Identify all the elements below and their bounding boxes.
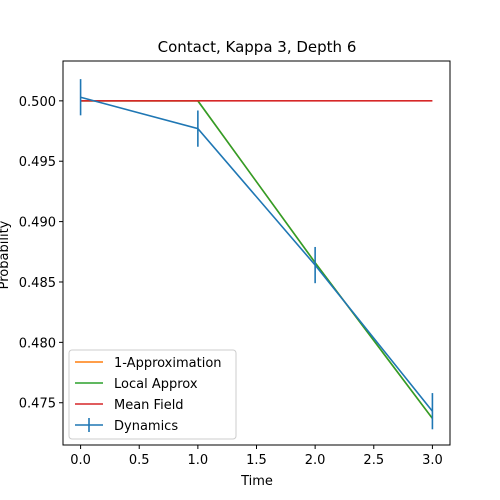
- legend-box: [68, 349, 237, 440]
- y-tick-label: 0.500: [19, 95, 56, 110]
- legend-entry: Mean Field: [114, 398, 184, 413]
- y-axis-label: Probability: [0, 220, 12, 289]
- x-tick-label: 2.0: [305, 453, 326, 468]
- y-axis: 0.475 0.480 0.485 0.490 0.495 0.500: [19, 95, 63, 412]
- legend: 1-Approximation Local Approx Mean Field Dyn…: [68, 349, 237, 440]
- x-tick-label: 0.5: [129, 453, 150, 468]
- chart-title: Contact, Kappa 3, Depth 6: [158, 38, 357, 56]
- x-axis-label: Time: [240, 474, 273, 489]
- legend-entry: Dynamics: [114, 419, 178, 434]
- y-tick-label: 0.475: [19, 397, 56, 412]
- x-tick-label: 0.0: [70, 453, 91, 468]
- x-axis: 0.0 0.5 1.0 1.5 2.0 2.5 3.0: [70, 445, 443, 468]
- x-tick-label: 1.0: [188, 453, 209, 468]
- x-tick-label: 2.5: [363, 453, 384, 468]
- y-tick-label: 0.495: [19, 155, 56, 170]
- y-tick-label: 0.485: [19, 276, 56, 291]
- series-line-dynamics: [80, 96, 434, 412]
- x-tick-label: 1.5: [246, 453, 267, 468]
- legend-entry: 1-Approximation: [114, 356, 222, 371]
- series-layer: [79, 79, 434, 430]
- y-tick-label: 0.490: [19, 216, 56, 231]
- legend-entry: Local Approx: [114, 377, 198, 392]
- x-tick-label: 3.0: [422, 453, 443, 468]
- y-tick-label: 0.480: [19, 336, 56, 351]
